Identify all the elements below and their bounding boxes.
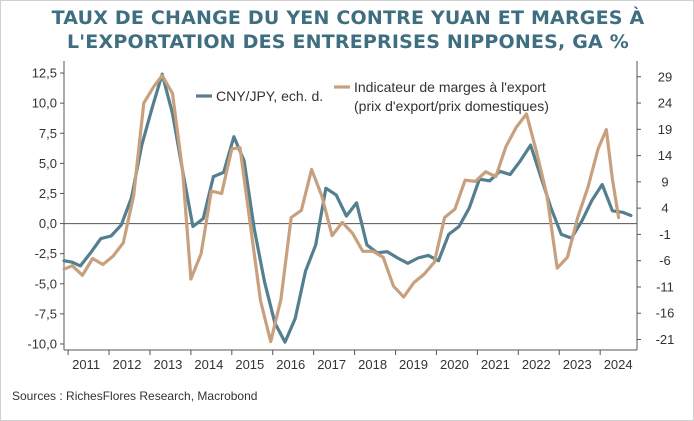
left-axis-tick-label: -10,0 [27,336,57,351]
right-axis-tick-label: 29 [658,69,672,84]
right-axis-tick-label: -11 [656,279,674,294]
left-axis-tick-label: 2,5 [39,186,57,201]
chart-title-line-1: TAUX DE CHANGE DU YEN CONTRE YUAN ET MAR… [51,7,645,29]
legend-item-export-margin-label: Indicateur de marges à l'export [354,79,546,95]
left-axis-tick-label: 10,0 [32,96,57,111]
x-axis-tick-label: 2015 [235,357,264,372]
right-axis-tick-label: -1 [659,227,671,242]
x-axis-tick-label: 2023 [563,357,592,372]
source-note: Sources : RichesFlores Research, Macrobo… [12,389,258,403]
series-line-cny-jpy [62,72,633,344]
x-axis-tick-label: 2012 [113,357,142,372]
right-axis-tick-label: 19 [658,122,672,137]
x-axis-tick-label: 2016 [276,357,305,372]
left-axis-tick-label: -7,5 [35,306,57,321]
legend: CNY/JPY, ech. d. Indicateur de marges à l… [196,79,549,114]
series-line-export-margin [62,73,621,344]
legend-item-export-margin: Indicateur de marges à l'export (prix d'e… [334,79,549,114]
x-axis-tick-label: 2021 [481,357,510,372]
right-axis-tick-label: -6 [659,253,671,268]
x-axis-tick-label: 2018 [358,357,387,372]
right-axis-tick-label: 14 [658,148,672,163]
x-axis-tick-label: 2013 [153,357,182,372]
x-axis-tick-label: 2014 [194,357,223,372]
right-axis-tick-label: 24 [658,96,672,111]
x-axis-tick-label: 2022 [522,357,551,372]
left-axis-tick-label: 5,0 [39,156,57,171]
legend-item-cny-jpy: CNY/JPY, ech. d. [196,88,323,104]
x-axis-tick-label: 2019 [399,357,428,372]
right-axis-tick-label: 4 [661,201,668,216]
left-axis-tick-label: -5,0 [35,276,57,291]
left-axis-tick-label: 12,5 [32,66,57,81]
x-axis-tick-label: 2020 [440,357,469,372]
right-axis-tick-label: -16 [656,306,675,321]
legend-item-cny-jpy-label: CNY/JPY, ech. d. [216,88,323,104]
left-axis-tick-label: 0,0 [39,216,57,231]
legend-item-export-margin-label: (prix d'export/prix domestiques) [354,98,549,114]
chart-title-line-2: L'EXPORTATION DES ENTREPRISES NIPPONES, … [66,31,630,53]
x-axis-tick-label: 2011 [72,357,100,372]
x-axis-tick-label: 2017 [317,357,346,372]
right-axis-tick-label: 9 [661,174,668,189]
right-axis-tick-label: -21 [656,332,675,347]
axes-layer: -10,0 -7,5 -5,0 -2,5 0,0 2,5 5,0 7,5 10,0 12,5 -21… [27,61,674,372]
x-axis-tick-label: 2024 [604,357,633,372]
chart-title: TAUX DE CHANGE DU YEN CONTRE YUAN ET MAR… [6,6,690,54]
left-axis-tick-label: 7,5 [39,126,57,141]
left-axis-tick-label: -2,5 [35,246,57,261]
series-layer [62,72,633,344]
